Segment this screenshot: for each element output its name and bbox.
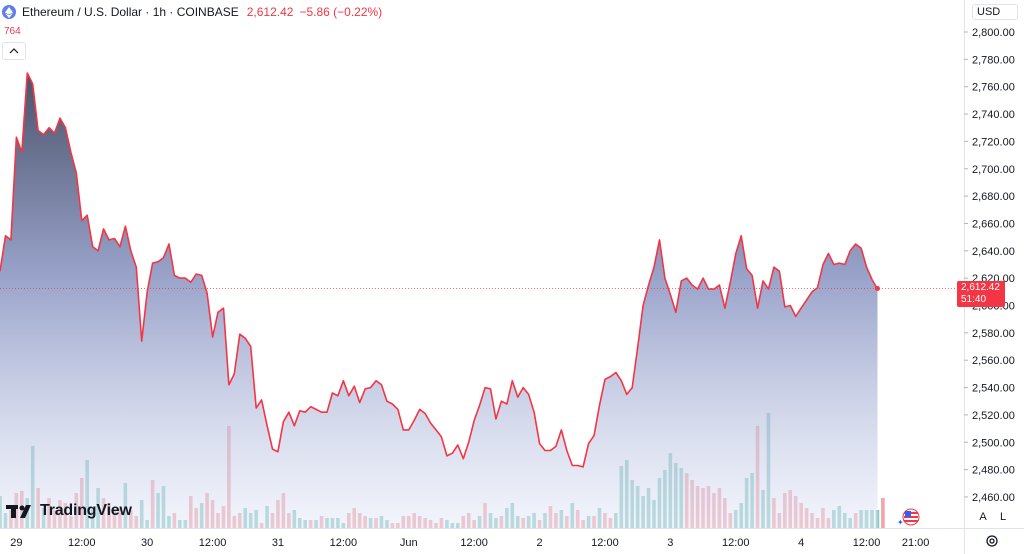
x-tick-label: 31 (272, 537, 284, 549)
x-tick-label: 12:00 (199, 537, 227, 549)
price-tag-value: 2,612.42 (961, 282, 1000, 293)
y-tick-label: 2,680.00 (972, 191, 1015, 203)
symbol-title[interactable]: Ethereum / U.S. Dollar · 1h · COINBASE (22, 5, 239, 19)
y-tick-label: 2,560.00 (972, 355, 1015, 367)
last-price-point (874, 286, 880, 292)
price-change: −5.86 (−0.22%) (299, 5, 383, 19)
x-tick-label: 12:00 (330, 537, 358, 549)
x-tick-label: 12:00 (460, 537, 488, 549)
y-tick-label: 2,740.00 (972, 109, 1015, 121)
log-scale-button[interactable]: L (999, 511, 1007, 523)
y-tick-label: 2,720.00 (972, 136, 1015, 148)
chevron-up-icon (9, 48, 19, 54)
price-line (0, 72, 879, 468)
x-tick-label: 12:00 (853, 537, 881, 549)
chart-header: Ethereum / U.S. Dollar · 1h · COINBASE 2… (2, 4, 382, 20)
x-tick-label: 12:00 (591, 537, 619, 549)
x-tick-label: 4 (798, 537, 804, 549)
y-tick-label: 2,480.00 (972, 465, 1015, 477)
y-tick-label: 2,700.00 (972, 164, 1015, 176)
price-area (0, 73, 878, 528)
tradingview-logo-icon (6, 505, 31, 518)
currency-label[interactable]: USD (972, 4, 1018, 20)
x-tick-label: 29 (10, 537, 22, 549)
y-tick-label: 2,760.00 (972, 82, 1015, 94)
x-tick-label: 30 (141, 537, 153, 549)
x-tick-label: 3 (667, 537, 673, 549)
y-tick-label: 2,500.00 (972, 437, 1015, 449)
last-price: 2,612.42 (246, 5, 294, 19)
y-tick-label: 2,520.00 (972, 410, 1015, 422)
y-tick-label: 2,540.00 (972, 383, 1015, 395)
x-tick-label: 2 (536, 537, 542, 549)
volume-bar (881, 498, 885, 528)
last-price-tag: 2,612.42 51:40 (957, 281, 1005, 307)
auto-scale-button[interactable]: A (979, 511, 987, 523)
x-tick-label: Jun (400, 537, 418, 549)
collapse-legend-button[interactable] (2, 42, 26, 60)
tradingview-logo[interactable]: TradingView (6, 502, 132, 520)
svg-text:✦: ✦ (897, 518, 904, 526)
ethereum-icon (2, 5, 16, 19)
y-tick-label: 2,660.00 (972, 218, 1015, 230)
y-tick-label: 2,580.00 (972, 328, 1015, 340)
tradingview-logo-text: TradingView (40, 502, 132, 519)
y-tick-label: 2,460.00 (972, 492, 1015, 504)
x-tick-label: 12:00 (722, 537, 750, 549)
x-tick-label: 12:00 (68, 537, 96, 549)
y-tick-label: 2,640.00 (972, 246, 1015, 258)
volume-value: 764 (4, 26, 21, 37)
us-flag-icon[interactable]: ✦ (896, 508, 922, 527)
price-tag-countdown: 51:40 (961, 294, 987, 305)
gear-icon[interactable] (984, 533, 1000, 549)
y-tick-label: 2,800.00 (972, 27, 1015, 39)
x-tick-label: 21:00 (902, 537, 930, 549)
y-tick-label: 2,780.00 (972, 54, 1015, 66)
